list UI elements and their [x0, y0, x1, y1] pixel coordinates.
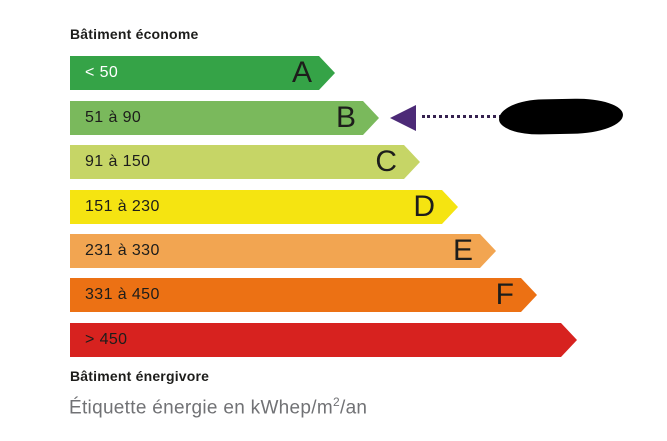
energy-range-label: 51 à 90 — [85, 109, 142, 126]
energy-bar-e: 231 à 330 E — [70, 234, 496, 268]
energy-bar-a: < 50 A — [70, 56, 335, 90]
energy-range-label: < 50 — [85, 64, 119, 81]
energy-grade-letter: C — [375, 145, 397, 178]
redaction-mark — [498, 97, 624, 136]
energy-range-label: 231 à 330 — [85, 242, 160, 259]
energy-bar-f: 331 à 450 F — [70, 278, 537, 312]
energy-grade-letter: B — [335, 101, 356, 134]
dotted-leader-line — [422, 115, 502, 118]
energy-range-label: 331 à 450 — [85, 286, 160, 303]
energy-range-label: 151 à 230 — [85, 198, 160, 215]
caption-superscript: 2 — [333, 395, 340, 409]
energy-label-caption: Étiquette énergie en kWhep/m2/an — [69, 395, 367, 419]
energy-range-label: 91 à 150 — [85, 153, 151, 170]
energy-grade-letter: A — [291, 56, 312, 89]
caption-text: Étiquette énergie en kWhep/m — [69, 397, 333, 419]
energy-bar-c: 91 à 150 C — [70, 145, 420, 179]
economical-building-label: Bâtiment économe — [70, 26, 199, 42]
energy-range-label: > 450 — [85, 331, 128, 348]
caption-text-suffix: /an — [339, 397, 368, 419]
energy-intensive-building-label: Bâtiment énergivore — [70, 368, 210, 384]
energy-grade-letter: F — [495, 278, 514, 311]
arrow-left-icon — [390, 105, 416, 131]
energy-bar-g: > 450 G — [70, 323, 577, 357]
energy-bar-b: 51 à 90 B — [70, 101, 379, 135]
energy-grade-letter: D — [413, 190, 435, 223]
energy-grade-letter: E — [452, 234, 473, 267]
energy-bar-d: 151 à 230 D — [70, 190, 458, 224]
